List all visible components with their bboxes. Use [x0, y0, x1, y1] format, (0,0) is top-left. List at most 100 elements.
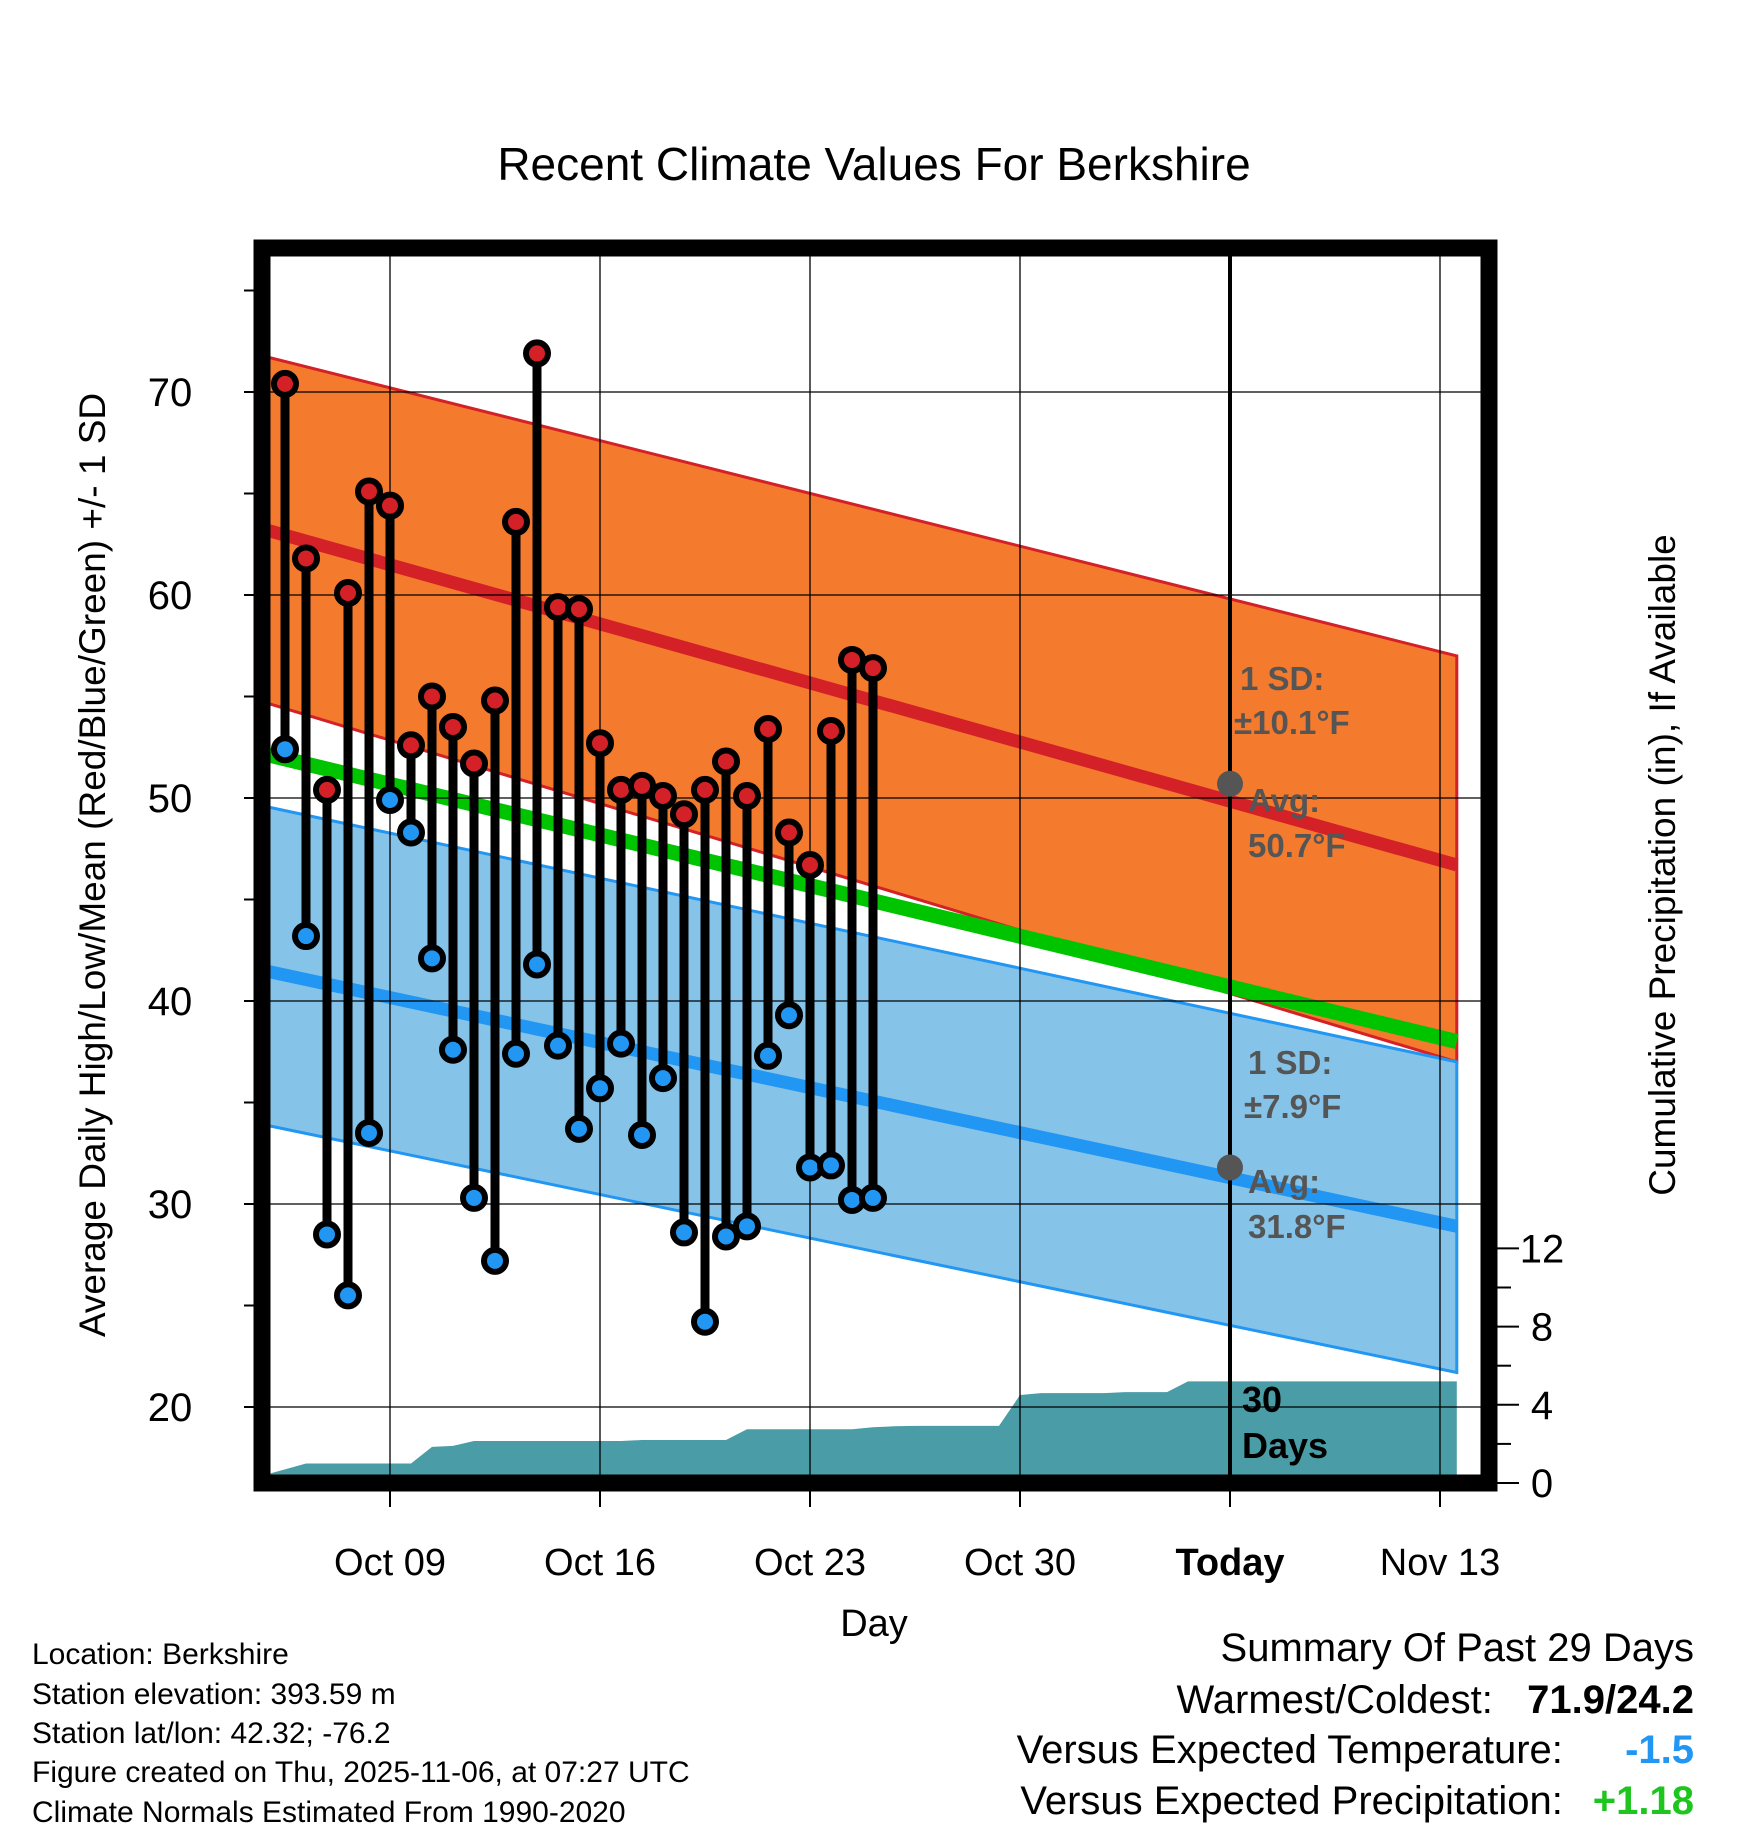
daily-low-point	[733, 1212, 761, 1241]
daily-low-point	[523, 950, 551, 979]
daily-low-point	[712, 1222, 740, 1251]
daily-low-point	[418, 944, 446, 973]
summary-precip-label: Versus Expected Precipitation:	[1020, 1779, 1563, 1823]
daily-low-point	[670, 1218, 698, 1247]
y2-axis-label: Cumulative Precipitation (in), If Availa…	[1642, 534, 1683, 1196]
info-created: Figure created on Thu, 2025-11-06, at 07…	[32, 1756, 690, 1789]
daily-low-point	[628, 1120, 656, 1149]
high-avg-marker	[1217, 770, 1243, 797]
daily-low-point	[691, 1307, 719, 1336]
high-avg-label: Avg:	[1248, 782, 1320, 819]
x-tick-label: Nov 13	[1380, 1542, 1500, 1584]
info-elevation: Station elevation: 393.59 m	[32, 1678, 396, 1711]
summary-temp-label: Versus Expected Temperature:	[1016, 1728, 1563, 1772]
today-days-label: Days	[1242, 1425, 1328, 1466]
daily-low-point	[292, 922, 320, 951]
low-sd-value: ±7.9°F	[1244, 1088, 1341, 1125]
today-days-count: 30	[1242, 1379, 1282, 1420]
x-tick-label: Oct 30	[964, 1542, 1076, 1584]
plot-frame	[253, 239, 1498, 1492]
x-tick-label: Oct 16	[544, 1542, 656, 1584]
daily-high-point	[775, 818, 803, 847]
daily-high-point	[397, 731, 425, 760]
daily-low-point	[649, 1064, 677, 1093]
summary-temp: Versus Expected Temperature: -1.5	[1017, 1728, 1694, 1773]
summary-warm-cold: Warmest/Coldest: 71.9/24.2	[1177, 1678, 1695, 1723]
low-avg-value: 31.8°F	[1248, 1208, 1346, 1245]
daily-low-point	[460, 1183, 488, 1212]
y-tick-label: 30	[148, 1183, 193, 1227]
daily-low-point	[313, 1220, 341, 1249]
daily-low-point	[334, 1281, 362, 1310]
high-sd-label: 1 SD:	[1240, 660, 1324, 697]
chart-title: Recent Climate Values For Berkshire	[497, 138, 1250, 190]
y2-tick-label: 12	[1520, 1227, 1565, 1271]
y2-tick-label: 4	[1531, 1384, 1553, 1428]
daily-high-point	[523, 339, 551, 368]
x-tick-label: Oct 23	[754, 1542, 866, 1584]
daily-high-point	[796, 850, 824, 879]
high-sd-value: ±10.1°F	[1234, 704, 1350, 741]
daily-high-point	[355, 477, 383, 506]
y-tick-label: 20	[148, 1386, 193, 1430]
daily-high-point	[376, 491, 404, 520]
x-tick-label: Oct 09	[334, 1542, 446, 1584]
summary-warm-cold-label: Warmest/Coldest:	[1176, 1678, 1493, 1722]
daily-high-point	[565, 595, 593, 624]
x-axis-label: Day	[840, 1603, 908, 1645]
info-latlon: Station lat/lon: 42.32; -76.2	[32, 1717, 391, 1750]
daily-high-point	[418, 682, 446, 711]
y-tick-label: 60	[148, 574, 193, 618]
x-tick-label: Today	[1175, 1542, 1284, 1584]
daily-high-point	[481, 686, 509, 715]
daily-high-point	[817, 717, 845, 746]
info-normals: Climate Normals Estimated From 1990-2020	[32, 1796, 626, 1829]
daily-low-point	[439, 1035, 467, 1064]
daily-high-point	[271, 369, 299, 398]
low-avg-marker	[1217, 1154, 1243, 1181]
daily-low-point	[817, 1151, 845, 1180]
daily-low-point	[397, 818, 425, 847]
y-tick-label: 70	[148, 371, 193, 415]
daily-low-point	[355, 1118, 383, 1147]
daily-high-point	[628, 771, 656, 800]
y2-tick-label: 0	[1531, 1462, 1553, 1506]
daily-low-point	[859, 1183, 887, 1212]
daily-low-point	[565, 1114, 593, 1143]
summary-title: Summary Of Past 29 Days	[1220, 1626, 1694, 1670]
daily-high-point	[460, 749, 488, 778]
low-sd-label: 1 SD:	[1248, 1044, 1332, 1081]
daily-high-point	[691, 775, 719, 804]
y-tick-label: 40	[148, 980, 193, 1024]
daily-high-point	[649, 781, 677, 810]
daily-high-point	[859, 654, 887, 683]
daily-low-point	[586, 1074, 614, 1103]
summary-temp-value: -1.5	[1625, 1728, 1694, 1772]
low-avg-label: Avg:	[1248, 1163, 1320, 1200]
daily-low-point	[271, 735, 299, 764]
daily-high-point	[439, 712, 467, 741]
daily-high-point	[670, 800, 698, 829]
daily-high-point	[712, 747, 740, 776]
daily-low-point	[376, 786, 404, 815]
high-avg-value: 50.7°F	[1248, 827, 1346, 864]
summary-precip-value: +1.18	[1592, 1779, 1694, 1823]
y2-tick-label: 8	[1531, 1306, 1553, 1350]
y-tick-label: 50	[148, 777, 193, 821]
daily-high-point	[313, 775, 341, 804]
y-axis-label: Average Daily High/Low/Mean (Red/Blue/Gr…	[72, 393, 113, 1337]
daily-high-point	[586, 729, 614, 758]
daily-high-point	[334, 578, 362, 607]
daily-low-point	[607, 1029, 635, 1058]
daily-low-point	[502, 1039, 530, 1068]
daily-low-point	[754, 1041, 782, 1070]
daily-high-point	[502, 507, 530, 536]
summary-warm-cold-value: 71.9/24.2	[1527, 1678, 1694, 1722]
daily-high-point	[292, 544, 320, 573]
daily-low-point	[481, 1246, 509, 1275]
summary-precip: Versus Expected Precipitation: +1.18	[1020, 1779, 1694, 1824]
info-location: Location: Berkshire	[32, 1638, 289, 1671]
daily-high-point	[733, 781, 761, 810]
daily-low-point	[544, 1031, 572, 1060]
